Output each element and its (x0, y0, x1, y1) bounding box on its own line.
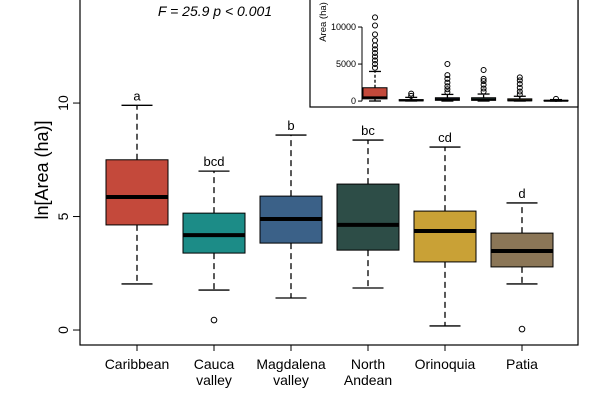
y-axis-label: ln[Area (ha)] (32, 120, 52, 219)
group-letter: b (287, 118, 294, 133)
outlier (210, 316, 218, 324)
outlier (444, 72, 451, 79)
x-tick-label: Magdalena valley (256, 356, 325, 388)
outlier (372, 14, 378, 21)
box (105, 159, 169, 226)
outlier (516, 74, 523, 81)
box-group: bcd (182, 154, 246, 324)
inset-frame (309, 0, 579, 108)
outlier (444, 83, 451, 90)
box-group (471, 66, 497, 102)
box-group: bc (336, 123, 400, 289)
outlier (444, 79, 451, 86)
outlier (372, 61, 378, 68)
box-group (434, 61, 460, 102)
x-tick-label: North Andean (344, 356, 392, 388)
x-tick-label: Cauca valley (194, 356, 235, 388)
box-group (362, 14, 388, 102)
box (336, 183, 400, 251)
outlier (372, 37, 378, 44)
group-letter: a (133, 88, 141, 103)
outlier (408, 90, 415, 97)
y-tick-label: 0 (351, 96, 356, 106)
box-group: a (105, 88, 169, 285)
group-letter: bcd (204, 154, 225, 169)
group-letter: bc (361, 123, 375, 138)
outlier (516, 84, 523, 91)
outlier (444, 86, 451, 93)
outlier (444, 61, 451, 68)
box-group (398, 90, 424, 102)
box-group: d (490, 186, 554, 333)
outlier (480, 81, 487, 88)
box-group (543, 95, 569, 102)
y-tick-label: 0 (55, 326, 71, 334)
outlier (372, 46, 378, 53)
y-tick-label: 5 (55, 212, 71, 220)
outlier (516, 88, 523, 95)
outlier (444, 89, 451, 96)
outlier (480, 85, 487, 92)
box-group (507, 74, 533, 102)
box (362, 87, 388, 100)
box (413, 210, 477, 263)
annotation: F = 25.9 p < 0.001 (158, 3, 272, 19)
box-group: b (259, 118, 323, 299)
outlier (408, 92, 415, 99)
y-tick-label: 5000 (336, 59, 356, 69)
x-tick-label: Orinoquia (415, 356, 476, 372)
outlier (516, 81, 523, 88)
x-tick-label: Caribbean (105, 356, 170, 372)
outlier (444, 75, 451, 82)
box-group: cd (413, 130, 477, 327)
outlier (372, 57, 378, 64)
group-letter: cd (438, 130, 452, 145)
outlier (480, 75, 487, 82)
outlier (372, 49, 378, 56)
outlier (372, 53, 378, 60)
outlier (480, 88, 487, 95)
y-axis-label: Area (ha) (318, 2, 329, 42)
outlier (372, 64, 378, 71)
outlier (518, 325, 526, 333)
outlier (372, 22, 378, 29)
outlier (480, 66, 487, 73)
outlier (553, 95, 559, 102)
y-tick-label: 10 (55, 95, 71, 111)
outlier (480, 78, 487, 85)
x-tick-label: Patia (506, 356, 538, 372)
outlier (516, 91, 523, 98)
outlier (372, 31, 378, 38)
box (182, 212, 246, 254)
group-letter: d (518, 186, 525, 201)
y-tick-label: 10000 (331, 22, 356, 32)
outlier (516, 77, 523, 84)
